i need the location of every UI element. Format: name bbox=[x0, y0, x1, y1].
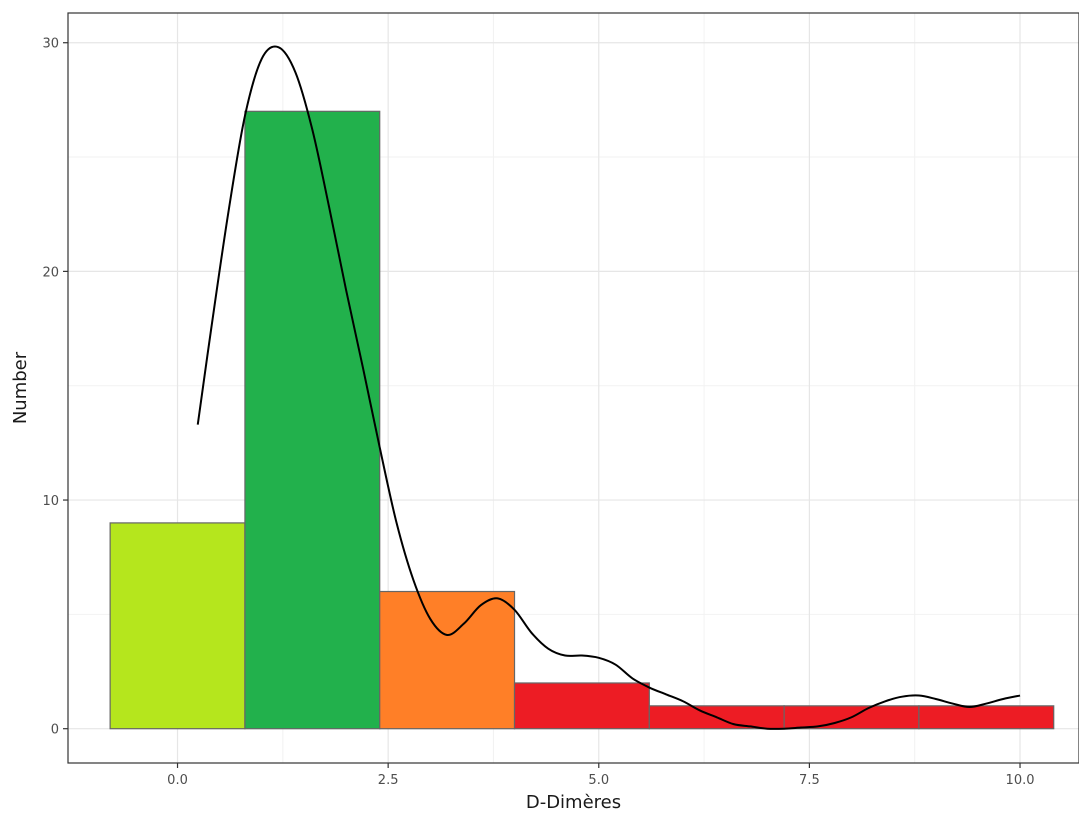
y-tick-label: 10 bbox=[42, 494, 59, 509]
y-axis-ticks: 0 10 20 30 bbox=[42, 37, 68, 738]
histogram-bar bbox=[513, 682, 650, 730]
x-tick-label: 5.0 bbox=[588, 773, 609, 788]
y-tick-label: 20 bbox=[42, 265, 59, 280]
histogram-bar bbox=[244, 110, 381, 730]
panel-border bbox=[67, 12, 1079, 764]
x-axis-ticks: 0.0 2.5 5.0 7.5 10.0 bbox=[167, 763, 1035, 788]
x-tick-label: 0.0 bbox=[167, 773, 188, 788]
density-curve bbox=[196, 45, 1021, 730]
x-tick-label: 7.5 bbox=[799, 773, 820, 788]
histogram-bars bbox=[109, 110, 1055, 730]
y-tick-label: 0 bbox=[51, 723, 59, 738]
histogram-bar bbox=[109, 522, 246, 730]
y-axis-title: Number bbox=[10, 351, 31, 424]
y-tick-label: 30 bbox=[42, 37, 59, 52]
x-tick-label: 10.0 bbox=[1006, 773, 1035, 788]
x-tick-label: 2.5 bbox=[378, 773, 399, 788]
histogram-bar bbox=[379, 590, 516, 730]
histogram-bar bbox=[918, 705, 1055, 730]
x-axis-title: D-Dimères bbox=[526, 792, 621, 813]
